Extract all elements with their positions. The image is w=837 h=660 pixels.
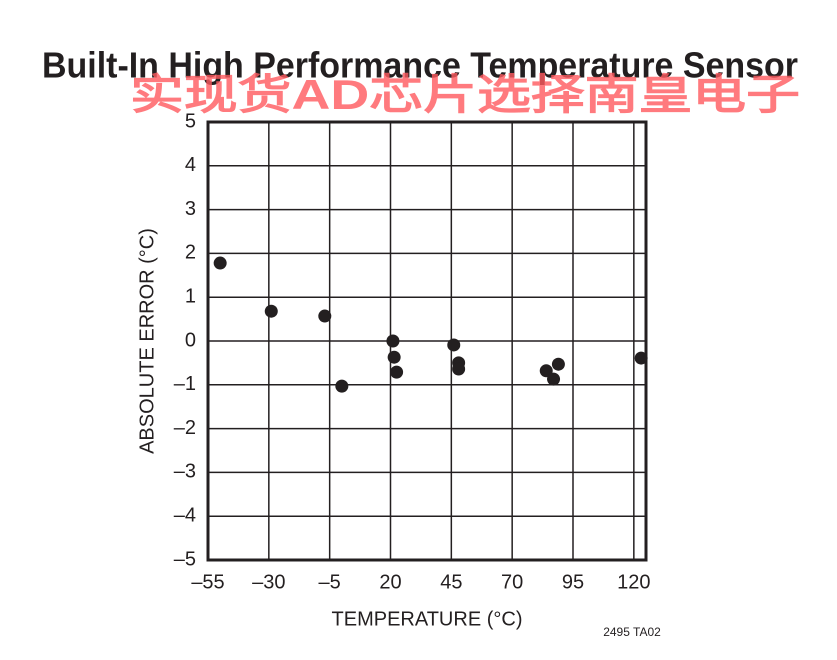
- x-tick-label: –55: [191, 571, 224, 593]
- y-tick-label: –1: [174, 373, 196, 395]
- x-tick-label: 70: [501, 571, 523, 593]
- plot-frame: [206, 120, 648, 562]
- watermark: 实现货AD芯片选择南皇电子: [130, 71, 800, 118]
- data-point: [318, 309, 332, 323]
- data-point: [634, 351, 648, 365]
- x-tick-label: 45: [440, 571, 462, 593]
- x-tick-label: 120: [617, 571, 650, 593]
- x-tick-label: –5: [319, 571, 341, 593]
- data-point: [387, 350, 401, 364]
- y-tick-label: 2: [185, 242, 196, 264]
- y-tick-label: –5: [174, 548, 196, 570]
- y-tick-label: 0: [185, 329, 196, 351]
- x-axis-label: TEMPERATURE (°C): [332, 608, 523, 630]
- data-point: [390, 365, 404, 379]
- data-point: [452, 362, 466, 376]
- data-point: [547, 372, 561, 386]
- y-tick-label: –2: [174, 417, 196, 439]
- y-tick-label: –4: [174, 504, 196, 526]
- data-point: [551, 357, 565, 371]
- chart-title: Built-In High Performance Temperature Se…: [42, 45, 798, 86]
- y-tick-label: 4: [185, 154, 196, 176]
- y-tick-label: –3: [174, 461, 196, 483]
- y-axis-label: ABSOLUTE ERROR (°C): [136, 228, 158, 454]
- y-tick-label: 5: [185, 110, 196, 132]
- y-tick-label: 3: [185, 198, 196, 220]
- data-point: [264, 304, 278, 318]
- data-point: [335, 379, 349, 393]
- x-tick-label: 95: [562, 571, 584, 593]
- x-tick-label: 20: [379, 571, 401, 593]
- x-tick-label: –30: [252, 571, 285, 593]
- data-point: [386, 334, 400, 348]
- figure-note: 2495 TA02: [603, 625, 661, 639]
- data-point: [447, 338, 461, 352]
- data-point: [213, 256, 227, 270]
- y-tick-label: 1: [185, 285, 196, 307]
